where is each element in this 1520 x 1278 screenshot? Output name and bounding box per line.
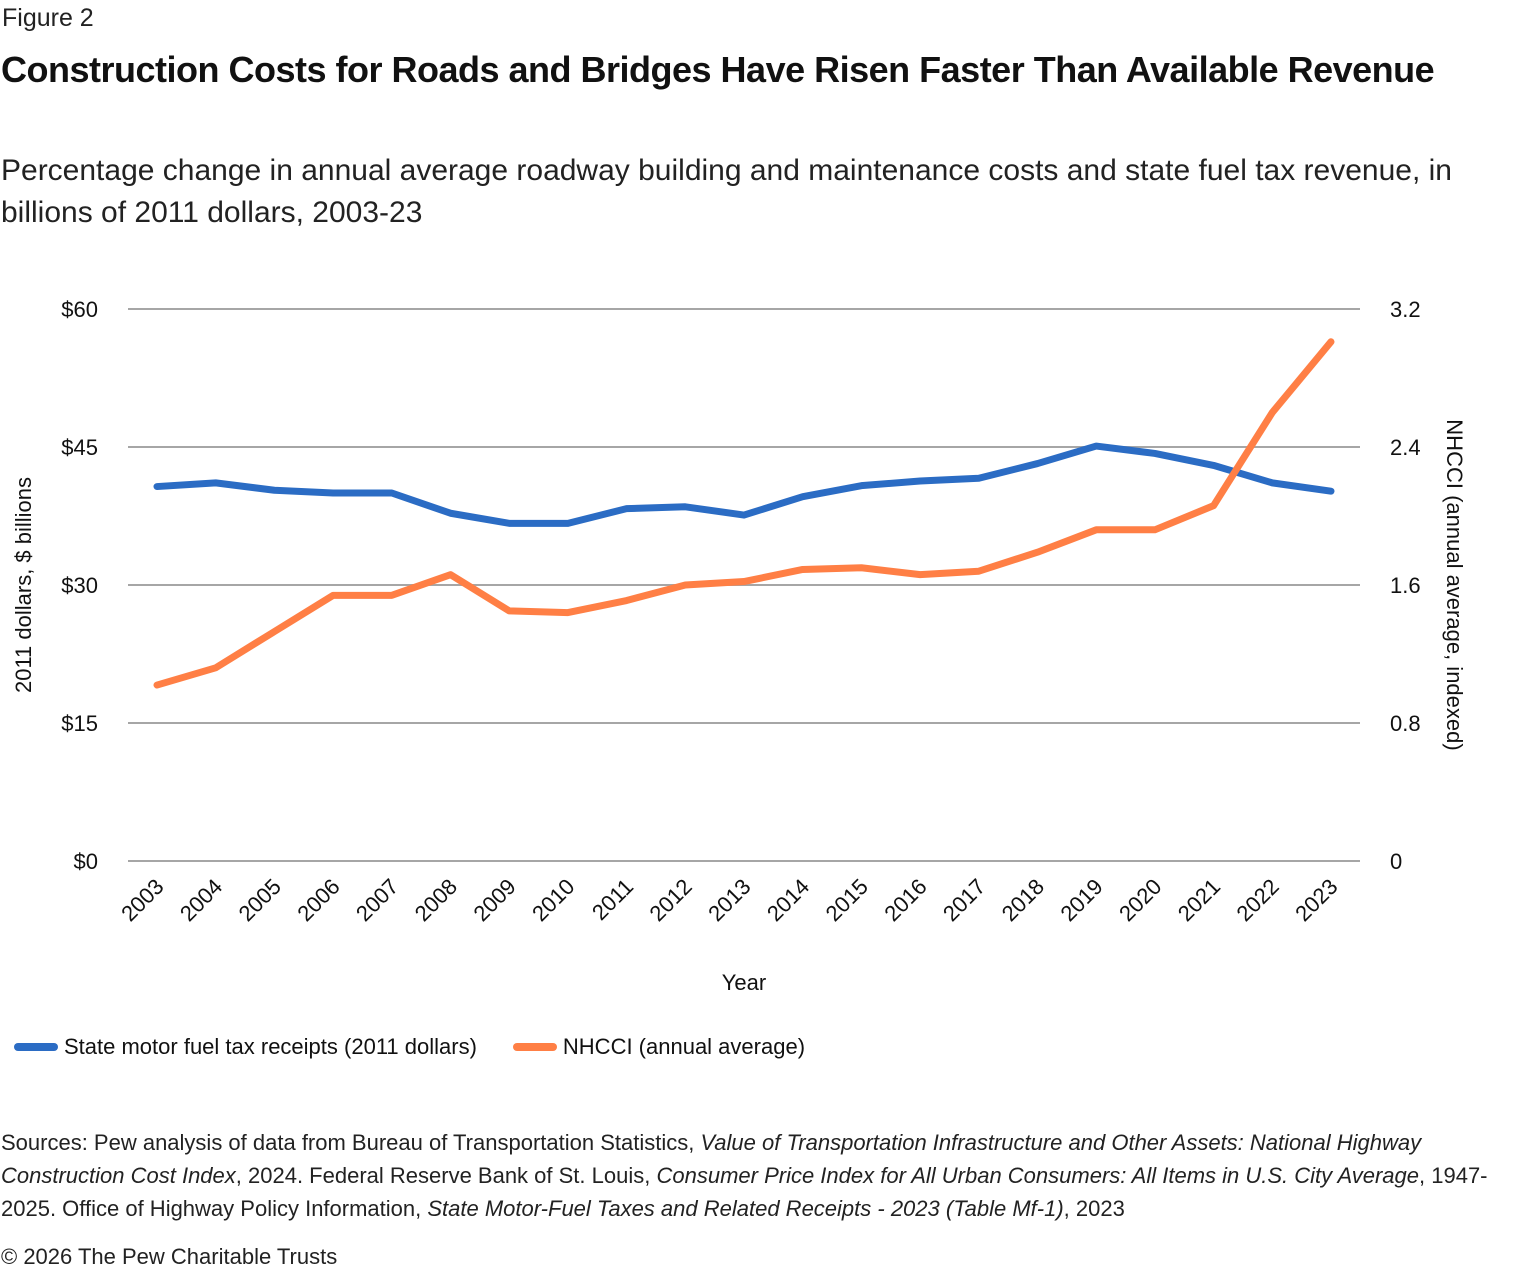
x-axis-title: Year bbox=[722, 970, 766, 995]
source-title: State Motor-Fuel Taxes and Related Recei… bbox=[427, 1196, 1064, 1221]
x-axis-ticks: 2003 2004 2005 2006 2007 2008 2009 2010 2011 2012… bbox=[116, 874, 1342, 926]
right-axis-tick-label: 0 bbox=[1390, 849, 1402, 874]
x-axis-tick-label: 2017 bbox=[938, 874, 990, 926]
chart-title: Construction Costs for Roads and Bridges… bbox=[1, 49, 1435, 90]
left-axis-title: 2011 dollars, $ billions bbox=[11, 477, 36, 693]
legend-label-fuel-tax: State motor fuel tax receipts (2011 doll… bbox=[64, 1034, 477, 1059]
x-axis-tick-label: 2012 bbox=[645, 874, 697, 926]
series-lines bbox=[153, 338, 1335, 689]
fuel-tax-series-line bbox=[153, 442, 1335, 527]
left-axis-ticks: $0 $15 $30 $45 $60 bbox=[61, 297, 98, 874]
x-axis-tick-label: 2006 bbox=[292, 874, 344, 926]
x-axis-tick-label: 2023 bbox=[1290, 874, 1342, 926]
copyright: © 2026 The Pew Charitable Trusts bbox=[1, 1244, 338, 1269]
x-axis-tick-label: 2003 bbox=[116, 874, 168, 926]
x-axis-tick-label: 2019 bbox=[1055, 874, 1107, 926]
figure-label: Figure 2 bbox=[2, 4, 94, 32]
left-axis-tick-label: $60 bbox=[61, 297, 98, 322]
left-axis-tick-label: $0 bbox=[74, 849, 98, 874]
source-title: Value of Transportation Infrastructure a… bbox=[1, 1130, 1422, 1188]
x-axis-tick-label: 2014 bbox=[762, 874, 814, 926]
left-axis-tick-label: $30 bbox=[61, 573, 98, 598]
source-text: , 1947-2025. Office of Highway Policy In… bbox=[1, 1163, 1488, 1221]
legend-item-fuel-tax: State motor fuel tax receipts (2011 doll… bbox=[14, 1034, 477, 1060]
x-axis-tick-label: 2013 bbox=[703, 874, 755, 926]
right-axis-tick-label: 0.8 bbox=[1390, 711, 1421, 736]
right-axis-tick-label: 1.6 bbox=[1390, 573, 1421, 598]
legend-label-nhcci: NHCCI (annual average) bbox=[562, 1034, 806, 1059]
x-axis-tick-label: 2016 bbox=[879, 874, 931, 926]
x-axis-tick-label: 2022 bbox=[1232, 874, 1284, 926]
source-text: , 2024. Federal Reserve Bank of St. Loui… bbox=[235, 1163, 657, 1188]
source-title: Consumer Price Index for All Urban Consu… bbox=[656, 1163, 1420, 1188]
sources-note: Sources: Pew analysis of data from Burea… bbox=[1, 1126, 1513, 1225]
legend: State motor fuel tax receipts (2011 doll… bbox=[14, 1034, 841, 1060]
x-axis-tick-label: 2018 bbox=[997, 874, 1049, 926]
right-axis-ticks: 0 0.8 1.6 2.4 3.2 bbox=[1390, 297, 1421, 874]
x-axis-tick-label: 2020 bbox=[1114, 874, 1166, 926]
x-axis-tick-label: 2011 bbox=[587, 874, 638, 925]
right-axis-title: NHCCI (annual average, indexed) bbox=[1442, 419, 1467, 750]
left-axis-tick-label: $45 bbox=[61, 435, 98, 460]
x-axis-tick-label: 2010 bbox=[527, 874, 579, 926]
legend-swatch-nhcci bbox=[512, 1043, 557, 1051]
x-axis-tick-label: 2004 bbox=[175, 874, 227, 926]
x-axis-tick-label: 2015 bbox=[821, 874, 873, 926]
x-axis-tick-label: 2008 bbox=[410, 874, 462, 926]
x-axis-tick-label: 2007 bbox=[351, 874, 403, 926]
x-axis-tick-label: 2009 bbox=[468, 874, 520, 926]
source-text: Sources: Pew analysis of data from Burea… bbox=[1, 1130, 701, 1155]
right-axis-tick-label: 3.2 bbox=[1390, 297, 1421, 322]
legend-swatch-fuel-tax bbox=[14, 1043, 58, 1051]
line-chart: $0$15$30$45$60 00.81.62.43.2 2003 2004 200… bbox=[11, 297, 1467, 995]
x-axis-tick-label: 2005 bbox=[234, 874, 286, 926]
x-axis-tick-label: 2021 bbox=[1173, 874, 1225, 926]
right-axis-tick-label: 2.4 bbox=[1390, 435, 1421, 460]
chart-subtitle: Percentage change in annual average road… bbox=[1, 154, 1452, 229]
source-text: , 2023 bbox=[1063, 1196, 1125, 1221]
legend-item-nhcci: NHCCI (annual average) bbox=[512, 1034, 806, 1060]
left-axis-tick-label: $15 bbox=[61, 711, 98, 736]
